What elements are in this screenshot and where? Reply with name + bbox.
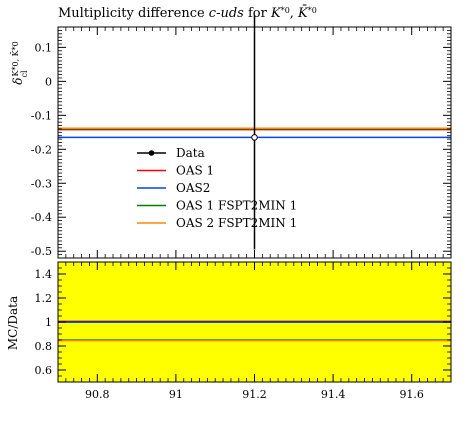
top-ytick-label: -0.4: [31, 211, 52, 224]
top-ytick-label: -0.3: [31, 177, 52, 190]
chart-title: Multiplicity difference c-uds for K*0, K…: [58, 5, 317, 21]
top-ytick-label: -0.2: [31, 143, 52, 156]
ratio-y-ticks: 0.6 0.8 1 1.2 1.4: [35, 261, 451, 383]
ratio-panel: 0.6 0.8 1 1.2 1.4 90.8 91 91.2 91.4 91.6: [35, 261, 452, 401]
legend: Data OAS 1 OAS2 OAS 1 FSPT2MIN 1 OAS 2 FSPT2…: [137, 146, 297, 230]
title-for: for: [244, 6, 271, 21]
title-k-sup: *0: [281, 6, 290, 15]
ratio-ytick-label: 1.2: [35, 292, 53, 305]
title-cuds: c-uds: [209, 6, 244, 21]
ratio-ytick-label: 1.4: [35, 268, 53, 281]
legend-label: Data: [176, 146, 205, 160]
ratio-ytick-label: 1: [45, 316, 52, 329]
title-kbar: K̄: [297, 5, 309, 21]
legend-label: OAS 1 FSPT2MIN 1: [176, 199, 297, 213]
ratio-ytick-label: 0.6: [35, 364, 53, 377]
title-kbar-sup: *0: [308, 6, 317, 15]
ratio-xtick-label: 91.2: [242, 388, 267, 401]
ratio-lines: [58, 320, 451, 342]
legend-label: OAS2: [176, 181, 210, 195]
title-prefix: Multiplicity difference: [58, 6, 209, 21]
top-x-ticks: [57, 27, 452, 258]
ratio-xtick-label: 91: [169, 388, 183, 401]
ratio-xtick-label: 91.4: [321, 388, 346, 401]
legend-label: OAS 2 FSPT2MIN 1: [176, 216, 297, 230]
svg-text:δclK*0, K̄*0: δclK*0, K̄*0: [10, 41, 28, 85]
legend-marker: [148, 150, 155, 156]
top-ytick-label: -0.1: [31, 109, 52, 122]
top-ytick-label: -0.5: [31, 245, 52, 258]
top-ylabel: δclK*0, K̄*0: [10, 41, 28, 85]
legend-label: OAS 1: [176, 164, 214, 178]
top-y-ticks: 0.1 0 -0.1 -0.2 -0.3 -0.4 -0.5: [31, 26, 451, 259]
data-point-group: [251, 15, 258, 250]
data-point-marker: [251, 134, 258, 141]
main-plot-panel: Data OAS 1 OAS2 OAS 1 FSPT2MIN 1 OAS 2 FSPT2…: [31, 15, 452, 259]
top-ytick-label: 0.1: [35, 41, 53, 54]
top-ytick-label: 0: [45, 75, 52, 88]
ratio-xtick-label: 91.6: [399, 388, 424, 401]
ratio-xtick-label: 90.8: [85, 388, 110, 401]
title-comma: ,: [290, 6, 298, 21]
ratio-x-ticks: 90.8 91 91.2 91.4 91.6: [57, 262, 452, 401]
ratio-ytick-label: 0.8: [35, 340, 53, 353]
title-k: K: [270, 6, 282, 21]
ratio-ylabel: MC/Data: [6, 296, 20, 350]
